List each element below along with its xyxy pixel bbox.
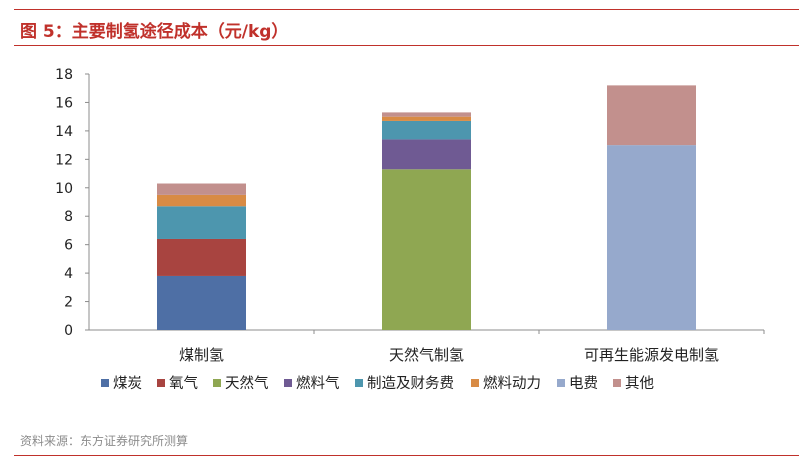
legend-swatch [557,379,565,387]
y-tick-label: 12 [55,152,73,168]
legend-swatch [284,379,292,387]
bar-segment [607,145,696,330]
legend-label: 其他 [625,375,654,392]
y-tick-label: 10 [55,181,73,197]
bar-segment [607,85,696,146]
title-rule [14,45,799,46]
y-tick-label: 6 [64,238,73,254]
legend-swatch [101,379,109,387]
legend-swatch [157,379,165,387]
legend: 煤炭 氧气 天然气 燃料气 制造及财务费 燃料动力 电费 其他 [101,374,654,392]
bar-segment [157,275,246,330]
figure-title: 图 5：主要制氢途径成本（元/kg） [20,22,289,42]
x-axis: 煤制氢 天然气制氢 可再生能源发电制氢 [89,329,765,364]
bar-segment [382,120,471,140]
y-tick-label: 16 [55,95,73,111]
x-category-label: 煤制氢 [179,346,224,364]
legend-label: 电费 [569,375,598,392]
legend-swatch [355,379,363,387]
y-tick-label: 8 [64,209,73,225]
y-tick-label: 4 [64,266,73,282]
bar-segment [157,238,246,276]
stacked-bar-chart: 0 2 4 6 8 10 12 14 16 18 煤制氢 天然气制氢 可再生能源发电制氢 煤炭 氧气 天然… [55,67,765,392]
legend-label: 燃料动力 [483,374,541,392]
bar-segment [382,112,471,117]
x-category-label: 天然气制氢 [389,346,464,364]
legend-swatch [213,379,221,387]
bar-segment [157,183,246,195]
top-rule [14,9,799,10]
bar-segment [157,194,246,207]
legend-swatch [613,379,621,387]
legend-label: 天然气 [225,375,269,392]
bar-segment [157,206,246,239]
y-tick-label: 0 [64,323,73,339]
bottom-rule [14,455,799,456]
legend-label: 煤炭 [113,375,142,392]
legend-swatch [471,379,479,387]
bar-segment [382,169,471,330]
legend-label: 燃料气 [296,374,340,392]
bar-segment [382,116,471,121]
y-tick-label: 18 [55,67,73,83]
legend-label: 制造及财务费 [367,375,454,392]
source-note: 资料来源：东方证券研究所测算 [20,434,189,448]
x-category-label: 可再生能源发电制氢 [584,346,719,364]
bar-segment [382,139,471,170]
y-tick-label: 14 [55,124,73,140]
bars [157,85,696,330]
y-axis: 0 2 4 6 8 10 12 14 16 18 [55,67,90,339]
y-tick-label: 2 [64,295,73,311]
legend-label: 氧气 [169,375,198,392]
